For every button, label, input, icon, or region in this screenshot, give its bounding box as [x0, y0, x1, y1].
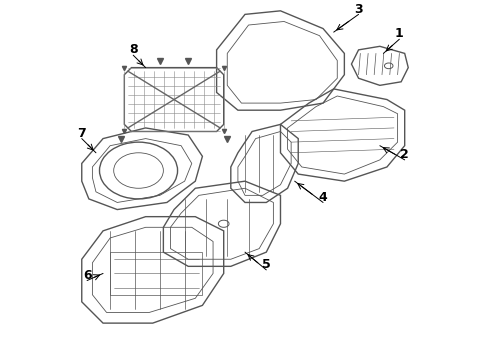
Text: 1: 1	[395, 27, 404, 40]
Text: 4: 4	[318, 191, 327, 204]
Text: 7: 7	[77, 127, 86, 140]
Text: 5: 5	[262, 258, 270, 271]
Text: 8: 8	[129, 43, 138, 57]
Text: 3: 3	[354, 3, 363, 15]
Text: 6: 6	[83, 269, 92, 282]
Text: 2: 2	[400, 148, 409, 161]
